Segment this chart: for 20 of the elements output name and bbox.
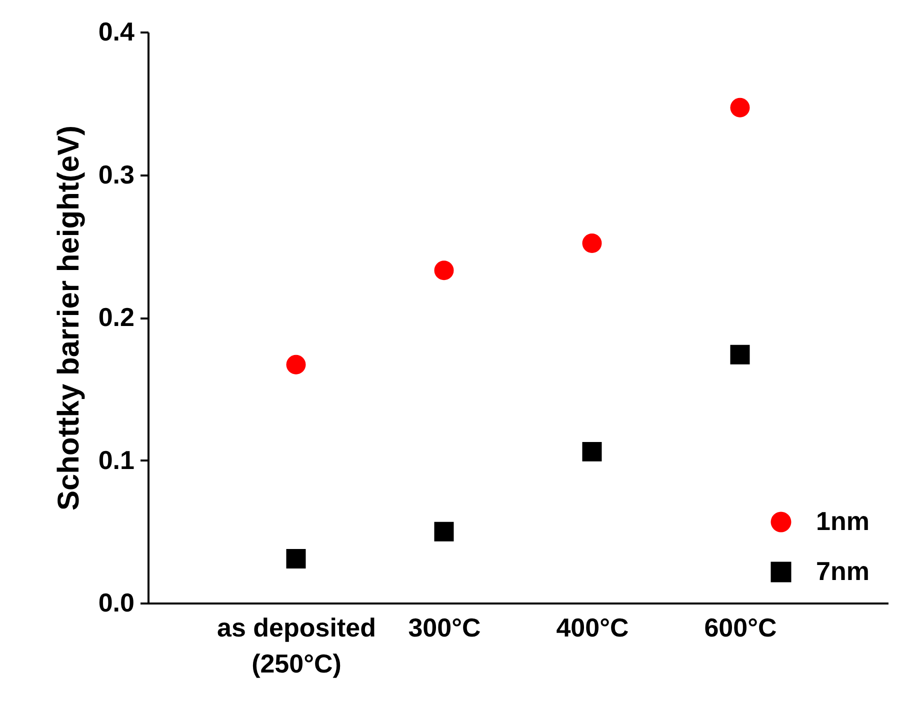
point (434, 522, 454, 542)
point (730, 98, 750, 118)
y-tick-label: 0.4 (98, 16, 136, 46)
x-tick-label: 600°C (704, 612, 777, 642)
y-tick-label: 0.2 (98, 302, 134, 332)
y-tick-label: 0.1 (98, 444, 134, 475)
point (582, 234, 602, 253)
point (286, 354, 306, 374)
x-tick-label: 300°C (408, 612, 481, 642)
point (434, 260, 454, 280)
point (582, 442, 602, 462)
y-tick-label: 0.3 (98, 159, 134, 190)
point (286, 549, 306, 568)
y-tick-label: 0.0 (98, 588, 134, 618)
x-tick-label: as deposited (250°C) (217, 612, 376, 678)
legend-label: 1nm (816, 506, 870, 536)
x-tick-label: 400°C (556, 612, 629, 642)
point (730, 344, 750, 364)
y-axis-title: Schottky barrier height(eV) (52, 125, 86, 511)
legend-label: 7nm (816, 556, 870, 586)
